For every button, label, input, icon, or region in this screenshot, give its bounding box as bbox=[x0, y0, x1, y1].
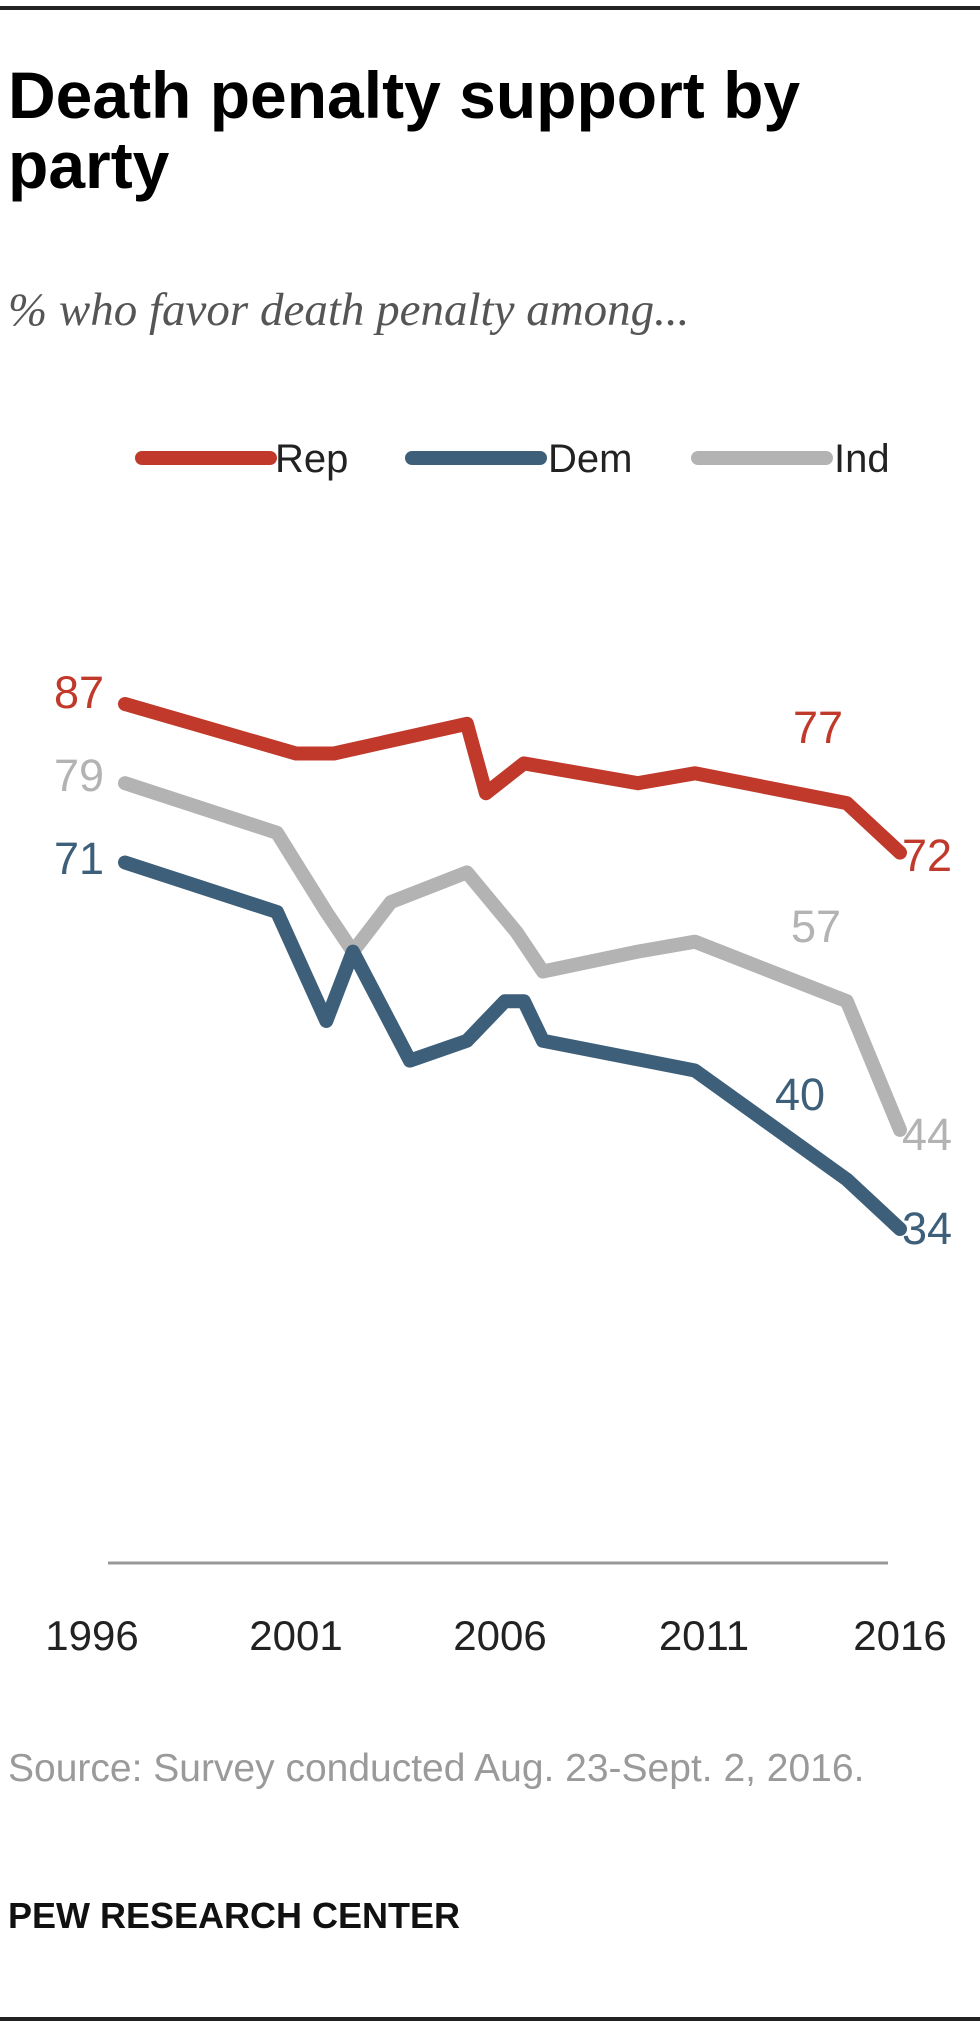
x-tick-label: 2011 bbox=[659, 1612, 749, 1659]
label-ind-57: 57 bbox=[791, 901, 841, 952]
series-lines bbox=[118, 697, 907, 1236]
legend: Rep Dem Ind bbox=[135, 437, 890, 481]
legend-label-dem: Dem bbox=[548, 437, 632, 481]
label-dem-40: 40 bbox=[775, 1069, 825, 1120]
bottom-rule bbox=[0, 2017, 980, 2021]
line-chart: Rep Dem Ind 1996 2001 2006 2011 2016 87 … bbox=[45, 437, 952, 1659]
legend-label-ind: Ind bbox=[834, 437, 890, 481]
x-tick-labels: 1996 2001 2006 2011 2016 bbox=[45, 1612, 946, 1659]
x-tick-label: 1996 bbox=[45, 1612, 138, 1659]
x-tick-label: 2001 bbox=[249, 1612, 342, 1659]
x-tick-label: 2006 bbox=[453, 1612, 546, 1659]
start-label-rep: 87 bbox=[54, 667, 104, 718]
label-rep-72: 72 bbox=[902, 830, 952, 881]
top-rule bbox=[0, 6, 980, 10]
chart-subtitle: % who favor death penalty among... bbox=[8, 284, 690, 336]
series-line-ind bbox=[118, 776, 907, 1137]
start-label-ind: 79 bbox=[54, 750, 104, 801]
series-line-dem bbox=[118, 855, 907, 1236]
legend-label-rep: Rep bbox=[275, 437, 348, 481]
source-note: Source: Survey conducted Aug. 23-Sept. 2… bbox=[8, 1747, 865, 1790]
chart-title: Death penalty support by party bbox=[8, 58, 801, 202]
start-label-dem: 71 bbox=[54, 833, 104, 884]
label-ind-44: 44 bbox=[902, 1109, 952, 1160]
label-dem-34: 34 bbox=[902, 1203, 952, 1254]
brand-logo-text: PEW RESEARCH CENTER bbox=[8, 1895, 461, 1936]
series-line-rep bbox=[118, 697, 907, 860]
x-tick-label: 2016 bbox=[853, 1612, 946, 1659]
data-labels: 87 79 71 77 72 57 44 40 34 bbox=[54, 667, 952, 1254]
label-rep-77: 77 bbox=[793, 702, 843, 753]
